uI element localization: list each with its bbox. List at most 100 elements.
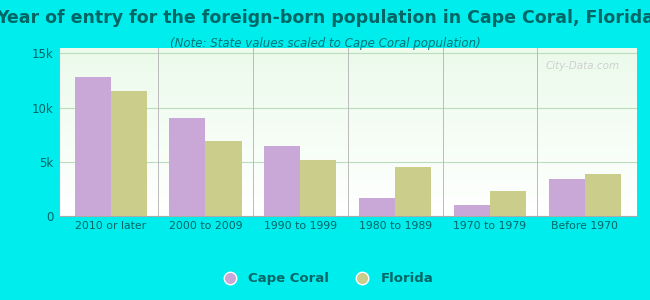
Bar — [58, 172, 637, 174]
Bar — [58, 149, 637, 151]
Bar — [58, 144, 637, 146]
Bar — [58, 152, 637, 154]
Bar — [58, 76, 637, 78]
Bar — [585, 174, 621, 216]
Bar — [58, 92, 637, 93]
Bar — [58, 113, 637, 115]
Bar — [58, 61, 637, 63]
Bar — [58, 191, 637, 193]
Bar — [58, 50, 637, 51]
Bar — [111, 92, 147, 216]
Bar — [58, 71, 637, 73]
Bar — [58, 75, 637, 76]
Bar — [58, 124, 637, 125]
Bar — [58, 139, 637, 140]
Bar — [58, 194, 637, 196]
Bar — [58, 137, 637, 139]
Bar — [58, 214, 637, 216]
Bar — [58, 154, 637, 155]
Bar — [58, 55, 637, 56]
Bar — [58, 98, 637, 100]
Bar — [58, 164, 637, 166]
Bar — [58, 78, 637, 80]
Bar — [58, 85, 637, 87]
Bar — [205, 141, 242, 216]
Bar — [75, 77, 110, 216]
Bar — [58, 129, 637, 130]
Bar — [58, 97, 637, 98]
Bar — [58, 209, 637, 211]
Bar — [58, 102, 637, 103]
Bar — [58, 88, 637, 90]
Bar — [58, 56, 637, 58]
Bar — [58, 202, 637, 204]
Bar — [58, 199, 637, 201]
Bar — [58, 182, 637, 184]
Bar — [58, 80, 637, 82]
Bar — [58, 206, 637, 208]
Bar — [58, 70, 637, 71]
Bar — [58, 120, 637, 122]
Bar — [58, 211, 637, 213]
Bar — [58, 90, 637, 92]
Bar — [58, 179, 637, 181]
Bar — [58, 68, 637, 70]
Bar — [58, 100, 637, 102]
Bar — [549, 179, 585, 216]
Bar — [58, 107, 637, 109]
Bar — [170, 118, 205, 216]
Bar — [58, 109, 637, 110]
Bar — [58, 142, 637, 144]
Bar — [58, 67, 637, 68]
Bar — [58, 132, 637, 134]
Bar — [58, 208, 637, 209]
Bar — [58, 169, 637, 171]
Bar — [58, 213, 637, 214]
Bar — [58, 127, 637, 129]
Bar — [454, 205, 490, 216]
Bar — [58, 83, 637, 85]
Bar — [58, 155, 637, 157]
Bar — [58, 103, 637, 105]
Bar — [490, 191, 526, 216]
Text: Year of entry for the foreign-born population in Cape Coral, Florida: Year of entry for the foreign-born popul… — [0, 9, 650, 27]
Bar — [395, 167, 431, 216]
Bar — [58, 93, 637, 95]
Bar — [58, 181, 637, 182]
Text: City-Data.com: City-Data.com — [545, 61, 619, 71]
Bar — [58, 188, 637, 189]
Bar — [58, 82, 637, 83]
Bar — [58, 140, 637, 142]
Bar — [58, 146, 637, 147]
Bar — [58, 184, 637, 186]
Bar — [265, 146, 300, 216]
Bar — [58, 174, 637, 176]
Bar — [58, 186, 637, 188]
Bar — [58, 134, 637, 135]
Bar — [58, 204, 637, 206]
Bar — [58, 196, 637, 197]
Bar — [58, 167, 637, 169]
Bar — [58, 189, 637, 191]
Bar — [58, 87, 637, 88]
Bar — [58, 171, 637, 172]
Bar — [58, 162, 637, 164]
Bar — [58, 159, 637, 160]
Bar — [58, 166, 637, 167]
Bar — [359, 198, 395, 216]
Bar — [58, 151, 637, 152]
Text: (Note: State values scaled to Cape Coral population): (Note: State values scaled to Cape Coral… — [170, 38, 480, 50]
Bar — [58, 65, 637, 67]
Bar — [58, 160, 637, 162]
Bar — [58, 51, 637, 53]
Bar — [58, 176, 637, 177]
Bar — [58, 73, 637, 75]
Bar — [58, 135, 637, 137]
Bar — [58, 95, 637, 97]
Bar — [58, 58, 637, 60]
Bar — [58, 157, 637, 159]
Bar — [58, 53, 637, 55]
Bar — [58, 177, 637, 179]
Bar — [58, 110, 637, 112]
Bar — [58, 115, 637, 117]
